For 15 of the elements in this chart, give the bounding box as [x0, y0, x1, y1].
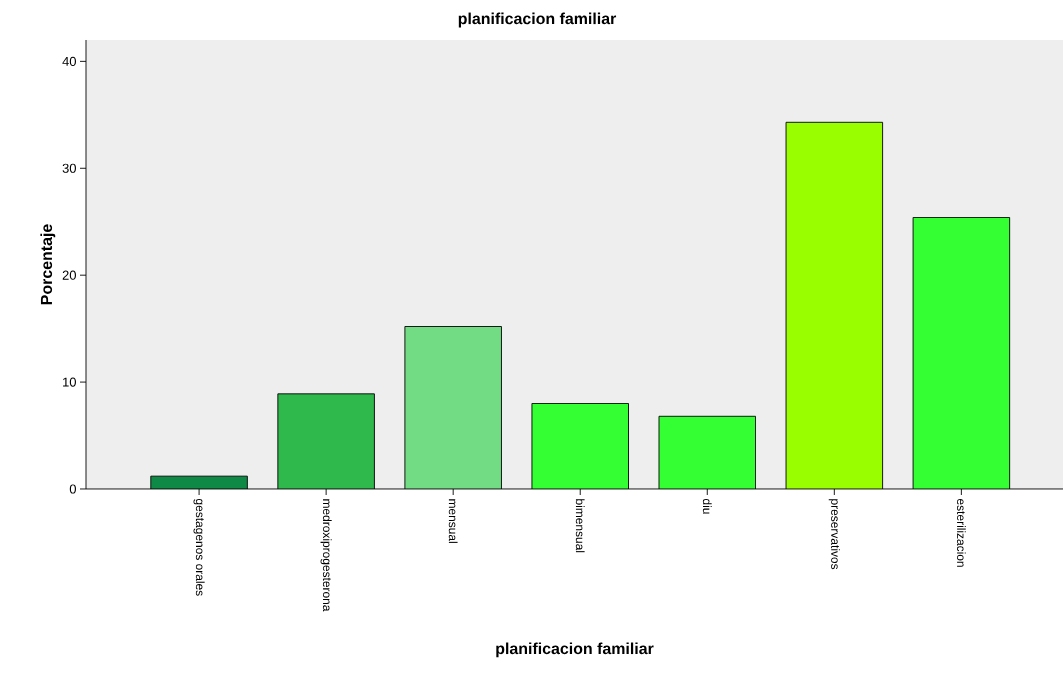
x-tick-label: gestagenos orales: [193, 499, 205, 596]
x-tick-label: mensual: [448, 499, 458, 543]
chart-title: planificacion familiar: [458, 12, 617, 28]
x-axis-title: planificacion familiar: [496, 642, 654, 658]
y-tick-label: 20: [62, 270, 76, 280]
x-tick-label: esterilizacion: [956, 499, 966, 567]
y-tick-label: 10: [63, 377, 76, 387]
y-tick-label: 0: [69, 484, 76, 494]
y-tick-label: 40: [62, 56, 76, 66]
x-tick-label: diu: [702, 499, 712, 514]
y-tick-label: 30: [62, 163, 76, 173]
y-axis-title: Porcentaje: [40, 224, 56, 305]
x-tick-label: preservativos: [828, 499, 840, 570]
x-tick-label: medroxiprogesterona: [320, 499, 332, 612]
x-tick-label: bimensual: [575, 499, 585, 553]
